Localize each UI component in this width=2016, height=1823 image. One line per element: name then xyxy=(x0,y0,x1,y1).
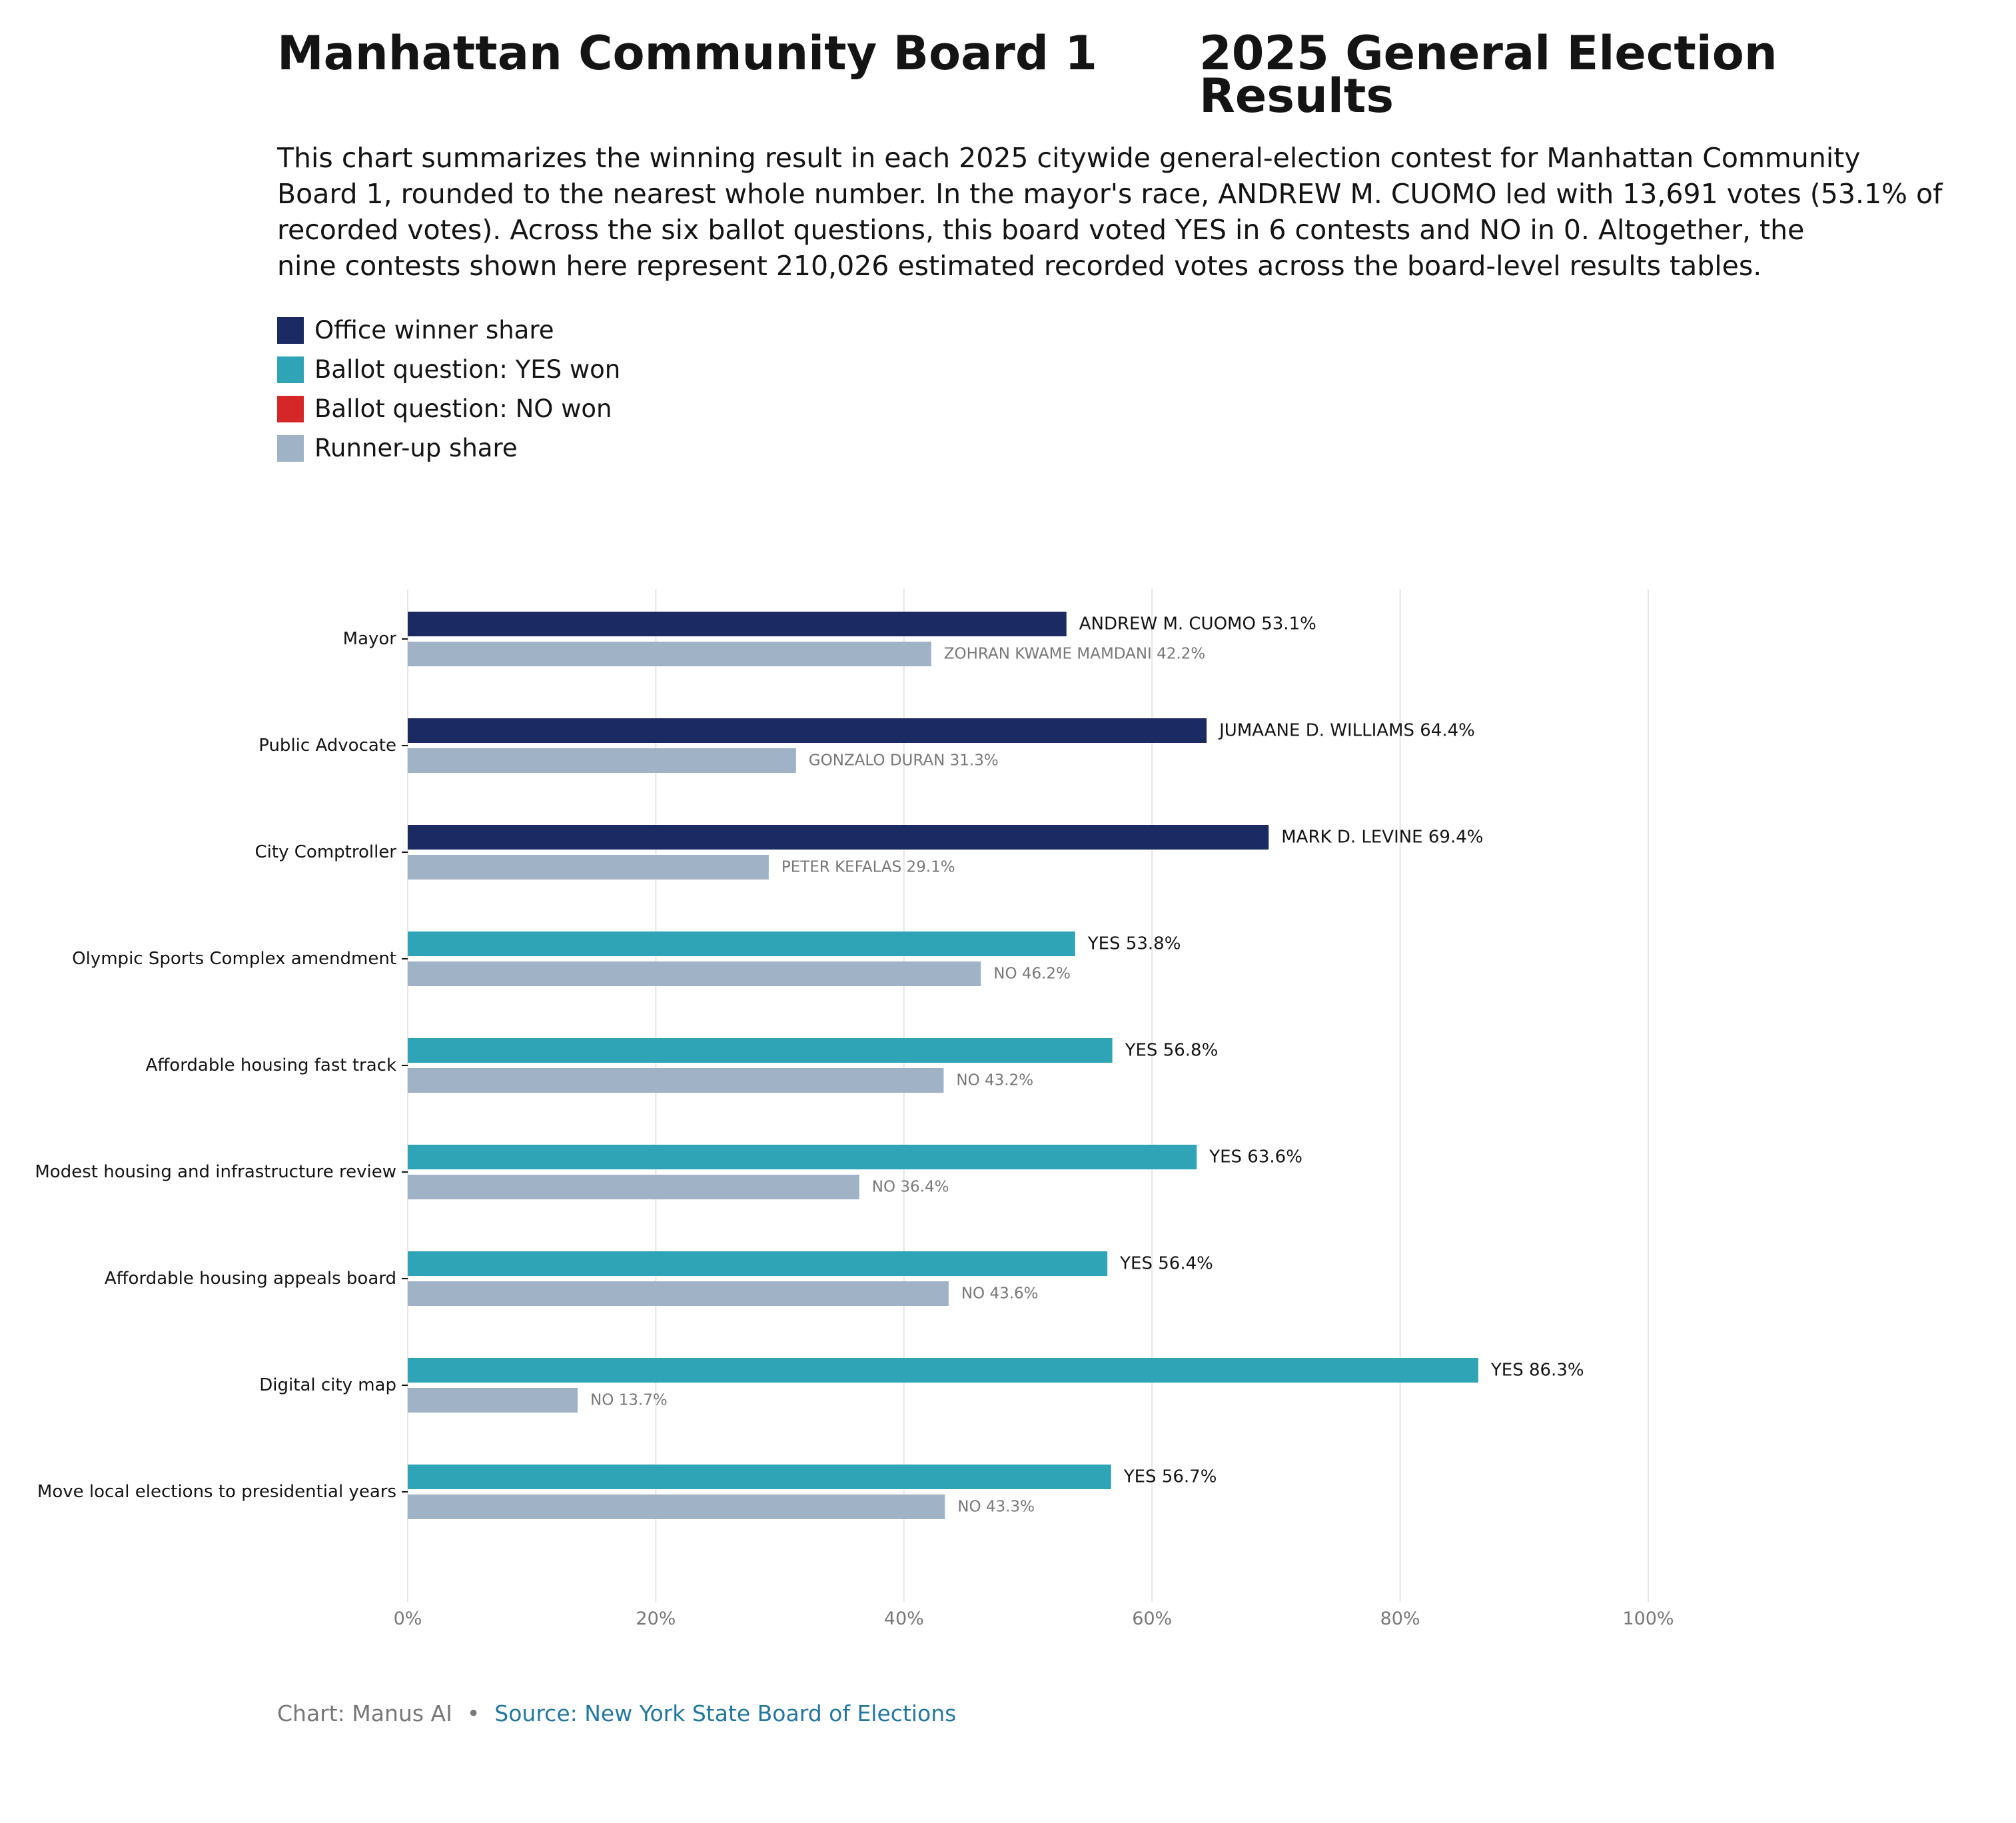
winner-bar-city-comptroller xyxy=(408,825,1269,850)
runner-up-bar-olympic-sports-complex-amendment xyxy=(408,961,981,986)
bar-labels: ANDREW M. CUOMO 53.1% ZOHRAN KWAME MAMDAN… xyxy=(590,614,1584,1516)
runner-up-label-modest-housing-and-infrastructure-review: NO 36.4% xyxy=(872,1179,949,1196)
winner-bar-affordable-housing-appeals-board xyxy=(408,1251,1108,1276)
runner-up-bar-modest-housing-and-infrastructure-review xyxy=(408,1175,859,1199)
winner-bar-mayor xyxy=(408,612,1067,636)
source-link[interactable]: Source: New York State Board of Election… xyxy=(494,1700,957,1726)
category-label-affordable-housing-fast-track: Affordable housing fast track xyxy=(146,1055,396,1075)
runner-up-bar-mayor xyxy=(408,642,931,666)
runner-up-bar-affordable-housing-fast-track xyxy=(408,1068,944,1093)
footer: Chart: Manus AI • Source: New York State B… xyxy=(277,1699,956,1728)
winner-label-city-comptroller: MARK D. LEVINE 69.4% xyxy=(1281,828,1483,848)
legend-item-yes-won: Ballot question: YES won xyxy=(277,350,620,389)
category-label-olympic-sports-complex-amendment: Olympic Sports Complex amendment xyxy=(72,949,396,969)
runner-up-label-affordable-housing-appeals-board: NO 43.6% xyxy=(961,1285,1039,1303)
runner-up-bar-move-local-elections-to-presidential-years xyxy=(408,1495,945,1519)
bar-chart: ANDREW M. CUOMO 53.1% ZOHRAN KWAME MAMDAN… xyxy=(35,589,1674,1629)
winner-bar-modest-housing-and-infrastructure-review xyxy=(408,1145,1197,1169)
legend-item-office-winner: Office winner share xyxy=(277,310,620,350)
winner-label-mayor: ANDREW M. CUOMO 53.1% xyxy=(1079,614,1316,634)
runner-up-label-mayor: ZOHRAN KWAME MAMDANI 42.2% xyxy=(944,646,1205,663)
chart-title-right: 2025 General Election Results xyxy=(1199,26,1777,123)
winner-bar-olympic-sports-complex-amendment xyxy=(408,931,1075,956)
category-label-affordable-housing-appeals-board: Affordable housing appeals board xyxy=(105,1269,396,1289)
winner-label-move-local-elections-to-presidential-years: YES 56.7% xyxy=(1123,1467,1217,1487)
category-axis: Mayor Public Advocate City Comptroller Olym… xyxy=(35,629,408,1502)
winner-label-olympic-sports-complex-amendment: YES 53.8% xyxy=(1087,934,1181,954)
x-tick-label-100: 100% xyxy=(1622,1608,1674,1629)
legend-label-office-winner: Office winner share xyxy=(314,316,554,344)
runner-up-label-affordable-housing-fast-track: NO 43.2% xyxy=(956,1072,1033,1089)
runner-up-label-city-comptroller: PETER KEFALAS 29.1% xyxy=(781,859,955,876)
runner-up-label-olympic-sports-complex-amendment: NO 46.2% xyxy=(993,965,1071,983)
runner-up-bar-affordable-housing-appeals-board xyxy=(408,1281,949,1306)
chart-subtitle: This chart summarizes the winning result… xyxy=(277,142,1943,282)
legend-item-runner-up: Runner-up share xyxy=(277,428,620,468)
legend-swatch-no-won xyxy=(277,395,304,422)
runner-up-label-public-advocate: GONZALO DURAN 31.3% xyxy=(809,752,999,770)
x-tick-label-80: 80% xyxy=(1380,1608,1420,1629)
x-tick-label-0: 0% xyxy=(394,1608,422,1629)
x-tick-label-20: 20% xyxy=(636,1608,676,1629)
bars xyxy=(408,612,1478,1519)
x-axis: 0% 20% 40% 60% 80% 100% xyxy=(394,1608,1674,1629)
runner-up-label-move-local-elections-to-presidential-years: NO 43.3% xyxy=(957,1499,1035,1516)
legend-label-yes-won: Ballot question: YES won xyxy=(314,355,621,384)
category-label-modest-housing-and-infrastructure-review: Modest housing and infrastructure review xyxy=(35,1162,396,1182)
legend-swatch-office-winner xyxy=(277,316,304,344)
legend-swatch-runner-up xyxy=(277,434,304,462)
winner-bar-digital-city-map xyxy=(408,1358,1478,1383)
x-tick-label-60: 60% xyxy=(1132,1608,1172,1629)
category-label-public-advocate: Public Advocate xyxy=(258,736,396,756)
legend-label-no-won: Ballot question: NO won xyxy=(314,394,612,423)
winner-label-digital-city-map: YES 86.3% xyxy=(1490,1361,1584,1381)
runner-up-bar-digital-city-map xyxy=(408,1388,578,1413)
winner-label-affordable-housing-appeals-board: YES 56.4% xyxy=(1119,1254,1213,1274)
legend-label-runner-up: Runner-up share xyxy=(314,434,518,462)
winner-label-affordable-housing-fast-track: YES 56.8% xyxy=(1125,1041,1219,1061)
runner-up-bar-city-comptroller xyxy=(408,855,769,880)
legend-swatch-yes-won xyxy=(277,356,304,383)
category-label-digital-city-map: Digital city map xyxy=(259,1375,396,1395)
category-label-move-local-elections-to-presidential-years: Move local elections to presidential yea… xyxy=(37,1482,396,1502)
x-tick-label-40: 40% xyxy=(884,1608,924,1629)
category-label-mayor: Mayor xyxy=(343,629,397,649)
chart-credit: Chart: Manus AI xyxy=(277,1700,452,1726)
footer-separator: • xyxy=(466,1700,480,1726)
winner-bar-affordable-housing-fast-track xyxy=(408,1038,1113,1063)
winner-bar-move-local-elections-to-presidential-years xyxy=(408,1465,1111,1489)
runner-up-bar-public-advocate xyxy=(408,748,796,773)
legend-item-no-won: Ballot question: NO won xyxy=(277,389,620,428)
runner-up-label-digital-city-map: NO 13.7% xyxy=(590,1392,668,1409)
legend: Office winner share Ballot question: YES… xyxy=(277,310,620,468)
winner-label-modest-housing-and-infrastructure-review: YES 63.6% xyxy=(1209,1147,1302,1167)
category-label-city-comptroller: City Comptroller xyxy=(255,842,397,862)
winner-bar-public-advocate xyxy=(408,718,1207,743)
winner-label-public-advocate: JUMAANE D. WILLIAMS 64.4% xyxy=(1218,721,1475,741)
chart-title-left: Manhattan Community Board 1 xyxy=(277,26,1098,81)
